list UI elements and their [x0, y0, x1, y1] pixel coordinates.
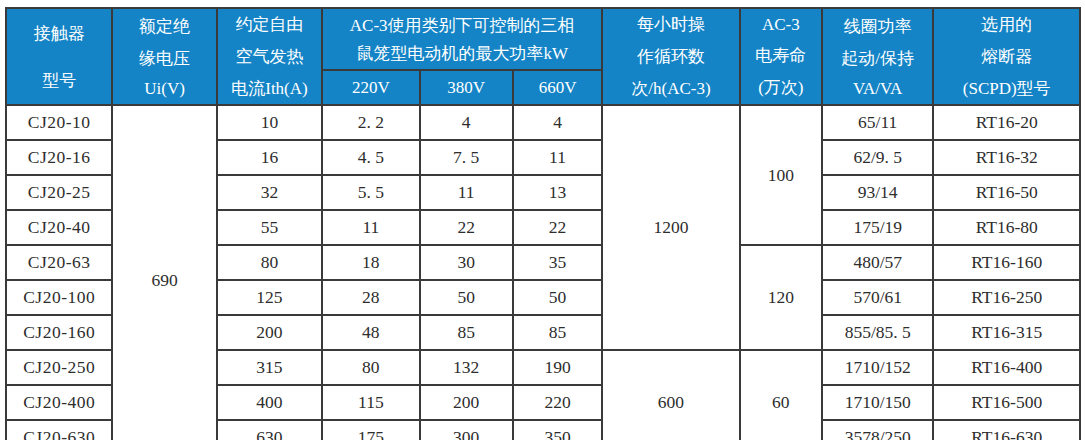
- cell-kw380: 11: [420, 175, 513, 210]
- cell-fuse: RT16-32: [933, 140, 1080, 175]
- cell-model: CJ20-160: [6, 315, 112, 350]
- cell-model: CJ20-400: [6, 385, 112, 420]
- cell-kw220: 2. 2: [322, 105, 419, 140]
- cell-ith: 200: [217, 315, 322, 350]
- cell-ith: 16: [217, 140, 322, 175]
- header-model: 接触器 型号: [6, 8, 112, 105]
- cell-kw220: 5. 5: [322, 175, 419, 210]
- contactor-spec-table: 接触器 型号 额定绝 缘电压 Ui(V) 约定自由 空气发热 电流Ith: [5, 7, 1081, 440]
- cell-life-60: 60: [740, 350, 822, 440]
- cell-fuse: RT16-400: [933, 350, 1080, 385]
- cell-model: CJ20-630: [6, 420, 112, 440]
- cell-ith: 315: [217, 350, 322, 385]
- cell-model: CJ20-10: [6, 105, 112, 140]
- table-header: 接触器 型号 额定绝 缘电压 Ui(V) 约定自由 空气发热 电流Ith: [6, 8, 1080, 105]
- cell-kw660: 4: [513, 105, 602, 140]
- header-model-line2: 型号: [42, 69, 76, 92]
- cell-kw220: 48: [322, 315, 419, 350]
- cell-coil: 93/14: [822, 175, 933, 210]
- header-fuse-type: 选用的 熔断器 (SCPD)型号: [933, 8, 1080, 105]
- cell-kw660: 35: [513, 245, 602, 280]
- cell-coil: 855/85. 5: [822, 315, 933, 350]
- header-kw-380v: 380V: [420, 70, 513, 105]
- cell-coil: 62/9. 5: [822, 140, 933, 175]
- cell-model: CJ20-16: [6, 140, 112, 175]
- cell-ith: 80: [217, 245, 322, 280]
- cell-ith: 125: [217, 280, 322, 315]
- cell-ui-voltage: 690: [112, 105, 216, 440]
- header-model-line1: 接触器: [34, 22, 85, 45]
- cell-ith: 55: [217, 210, 322, 245]
- cell-kw220: 18: [322, 245, 419, 280]
- cell-coil: 480/57: [822, 245, 933, 280]
- header-kw-group: AC-3使用类别下可控制的三相 鼠笼型电动机的最大功率kW: [322, 8, 602, 70]
- cell-kw380: 7. 5: [420, 140, 513, 175]
- cell-kw660: 85: [513, 315, 602, 350]
- header-kw-660v: 660V: [513, 70, 602, 105]
- cell-model: CJ20-100: [6, 280, 112, 315]
- cell-kw220: 28: [322, 280, 419, 315]
- cell-coil: 175/19: [822, 210, 933, 245]
- cell-coil: 3578/250: [822, 420, 933, 440]
- cell-kw380: 300: [420, 420, 513, 440]
- cell-kw220: 11: [322, 210, 419, 245]
- table-body: CJ20-10 690 10 2. 2 4 4 1200 100 65/11 R…: [6, 105, 1080, 440]
- cell-life-100: 100: [740, 105, 822, 245]
- cell-ith: 630: [217, 420, 322, 440]
- cell-kw660: 22: [513, 210, 602, 245]
- cell-model: CJ20-40: [6, 210, 112, 245]
- cell-kw380: 30: [420, 245, 513, 280]
- cell-ith: 32: [217, 175, 322, 210]
- cell-coil: 1710/152: [822, 350, 933, 385]
- cell-kw380: 85: [420, 315, 513, 350]
- cell-kw380: 50: [420, 280, 513, 315]
- cell-kw660: 13: [513, 175, 602, 210]
- cell-kw380: 200: [420, 385, 513, 420]
- cell-model: CJ20-25: [6, 175, 112, 210]
- cell-kw220: 115: [322, 385, 419, 420]
- cell-coil: 570/61: [822, 280, 933, 315]
- cell-fuse: RT16-80: [933, 210, 1080, 245]
- cell-coil: 65/11: [822, 105, 933, 140]
- cell-ith: 400: [217, 385, 322, 420]
- cell-kw380: 132: [420, 350, 513, 385]
- cell-coil: 1710/150: [822, 385, 933, 420]
- cell-kw660: 190: [513, 350, 602, 385]
- cell-fuse: RT16-630: [933, 420, 1080, 440]
- cell-kw220: 175: [322, 420, 419, 440]
- cell-fuse: RT16-315: [933, 315, 1080, 350]
- cell-fuse: RT16-160: [933, 245, 1080, 280]
- cell-kw220: 4. 5: [322, 140, 419, 175]
- header-cycles-per-hour: 每小时操 作循环数 次/h(AC-3): [602, 8, 740, 105]
- cell-fuse: RT16-20: [933, 105, 1080, 140]
- cell-kw660: 50: [513, 280, 602, 315]
- cell-fuse: RT16-500: [933, 385, 1080, 420]
- cell-cycles-1200: 1200: [602, 105, 740, 350]
- header-kw-220v: 220V: [322, 70, 419, 105]
- cell-kw380: 4: [420, 105, 513, 140]
- cell-model: CJ20-250: [6, 350, 112, 385]
- cell-model: CJ20-63: [6, 245, 112, 280]
- header-coil-power: 线圈功率 起动/保持 VA/VA: [822, 8, 933, 105]
- cell-kw660: 350: [513, 420, 602, 440]
- cell-kw220: 80: [322, 350, 419, 385]
- cell-fuse: RT16-50: [933, 175, 1080, 210]
- cell-kw660: 11: [513, 140, 602, 175]
- cell-kw660: 220: [513, 385, 602, 420]
- cell-life-120: 120: [740, 245, 822, 350]
- header-insulation-voltage: 额定绝 缘电压 Ui(V): [112, 8, 216, 105]
- cell-kw380: 22: [420, 210, 513, 245]
- cell-fuse: RT16-250: [933, 280, 1080, 315]
- header-thermal-current: 约定自由 空气发热 电流Ith(A): [217, 8, 322, 105]
- page: 接触器 型号 额定绝 缘电压 Ui(V) 约定自由 空气发热 电流Ith: [0, 0, 1085, 440]
- header-electrical-life: AC-3 电寿命 (万次): [740, 8, 822, 105]
- cell-ith: 10: [217, 105, 322, 140]
- table-row: CJ20-10 690 10 2. 2 4 4 1200 100 65/11 R…: [6, 105, 1080, 140]
- cell-cycles-600: 600: [602, 350, 740, 440]
